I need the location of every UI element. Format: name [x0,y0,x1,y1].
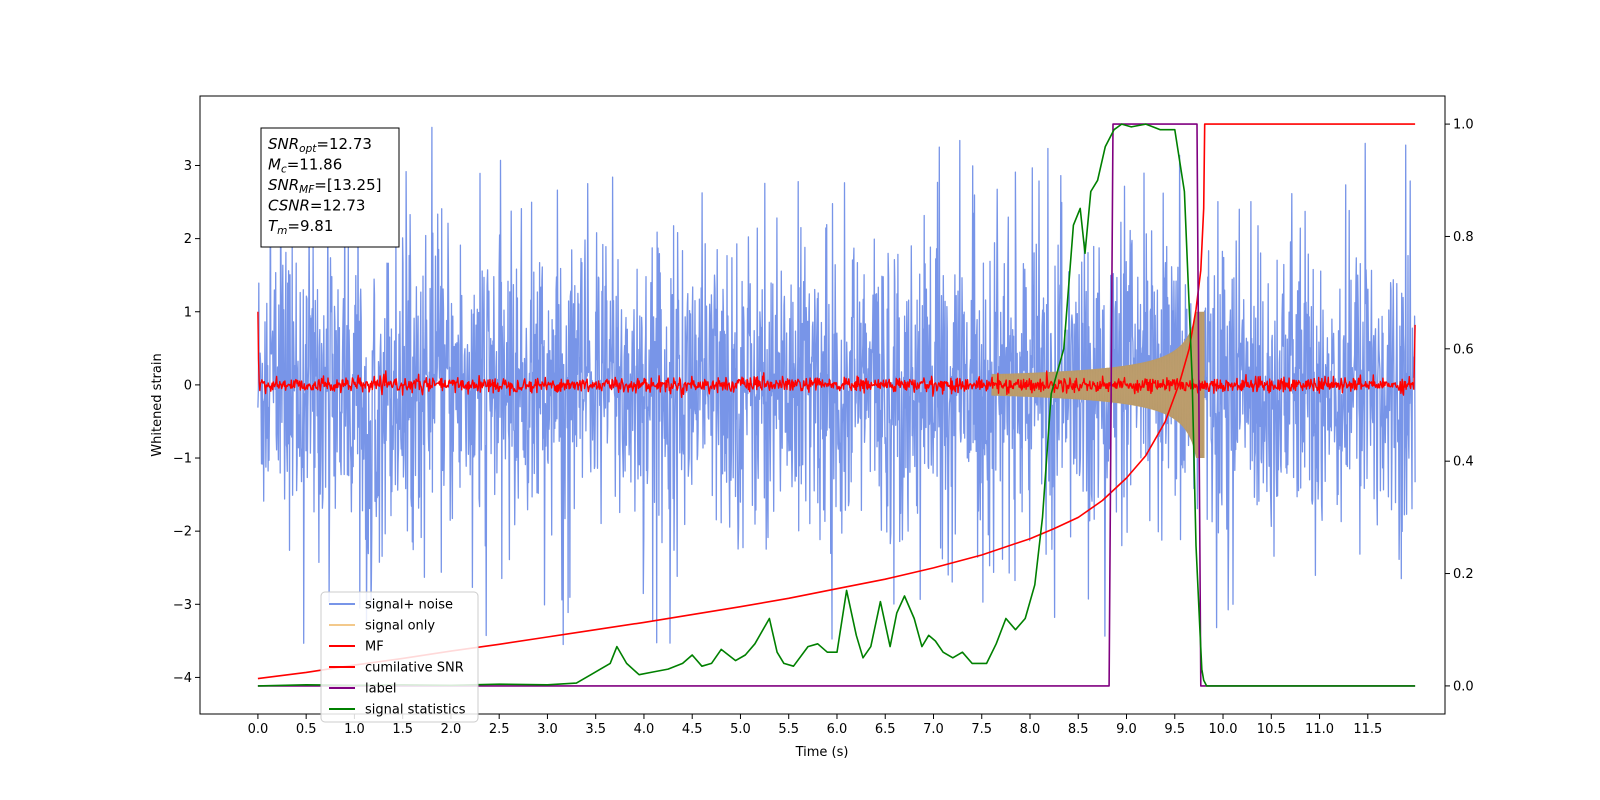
y-right-tick-label: 1.0 [1453,118,1474,133]
x-tick-label: 9.0 [1116,722,1137,737]
legend-label: signal statistics [365,703,466,718]
y-left-tick-label: −1 [173,452,192,467]
legend-label: signal only [365,619,435,634]
y-left-tick-label: 0 [184,378,192,393]
legend-label: cumilative SNR [365,661,464,676]
x-tick-label: 8.5 [1068,722,1089,737]
signal-noise-line [257,126,1416,646]
x-axis-ticks: 0.0 0.5 1.0 1.5 2.0 2.5 3.0 3.5 4.0 4.5 5.0 5.5 6.0 6… [248,714,1382,737]
x-tick-label: 6.5 [875,722,896,737]
x-tick-label: 7.0 [923,722,944,737]
plot-frame [199,95,1446,715]
y-right-tick-label: 0.2 [1453,567,1474,582]
annotation-line: SNRMF=[13.25] [268,176,382,196]
y-axis-label: Whitened strain [150,353,165,456]
legend: signal+ noise signal only MF cumilative SNR… [320,591,479,723]
x-tick-label: 5.5 [778,722,799,737]
y-right-tick-label: 0.4 [1453,455,1474,470]
x-tick-label: 2.5 [489,722,510,737]
y-right-tick-label: 0.0 [1453,679,1474,694]
y-right-tick-label: 0.6 [1453,342,1474,357]
y-left-axis-ticks: −4 −3 −2 −1 0 1 2 3 [173,159,200,686]
x-tick-label: 1.5 [392,722,413,737]
x-tick-label: 2.0 [441,722,462,737]
x-tick-label: 3.5 [585,722,606,737]
plot-area [257,123,1416,687]
annotation-line: SNRopt=12.73 [268,135,372,155]
y-left-tick-label: −4 [173,671,192,686]
x-axis-label: Time (s) [795,745,849,760]
x-tick-label: 11.5 [1353,722,1382,737]
signal-statistics-line [257,123,1416,687]
x-tick-label: 10.0 [1209,722,1238,737]
x-tick-label: 1.0 [344,722,365,737]
annotation-line: CSNR=12.73 [268,197,365,215]
signal-only-line [991,311,1205,458]
y-left-tick-label: −2 [173,525,192,540]
legend-label: MF [365,640,384,655]
x-tick-label: 7.5 [971,722,992,737]
signal-statistics-series [257,123,1416,687]
y-right-axis-ticks: 0.0 0.2 0.4 0.6 0.8 1.0 [1445,118,1474,694]
mf-series [257,311,1416,398]
legend-label: signal+ noise [365,598,453,613]
x-tick-label: 3.0 [537,722,558,737]
y-left-tick-label: 1 [184,305,192,320]
x-tick-label: 0.0 [248,722,269,737]
mf-line [257,311,1416,398]
x-tick-label: 9.5 [1164,722,1185,737]
x-tick-label: 4.0 [634,722,655,737]
x-tick-label: 6.0 [827,722,848,737]
x-tick-label: 0.5 [296,722,317,737]
annotation-line: Tm=9.81 [268,217,333,237]
y-left-tick-label: 2 [184,232,192,247]
x-tick-label: 4.5 [682,722,703,737]
x-tick-label: 8.0 [1020,722,1041,737]
y-right-tick-label: 0.8 [1453,230,1474,245]
signal-noise-series [257,126,1416,646]
legend-label: label [365,682,396,697]
metrics-annotation-box: SNRopt=12.73Mc=11.86SNRMF=[13.25]CSNR=12… [260,127,400,248]
x-tick-label: 10.5 [1257,722,1286,737]
y-left-tick-label: −3 [173,598,192,613]
y-left-tick-label: 3 [184,159,192,174]
x-tick-label: 11.0 [1305,722,1334,737]
x-tick-label: 5.0 [730,722,751,737]
annotation-line: Mc=11.86 [268,156,342,176]
